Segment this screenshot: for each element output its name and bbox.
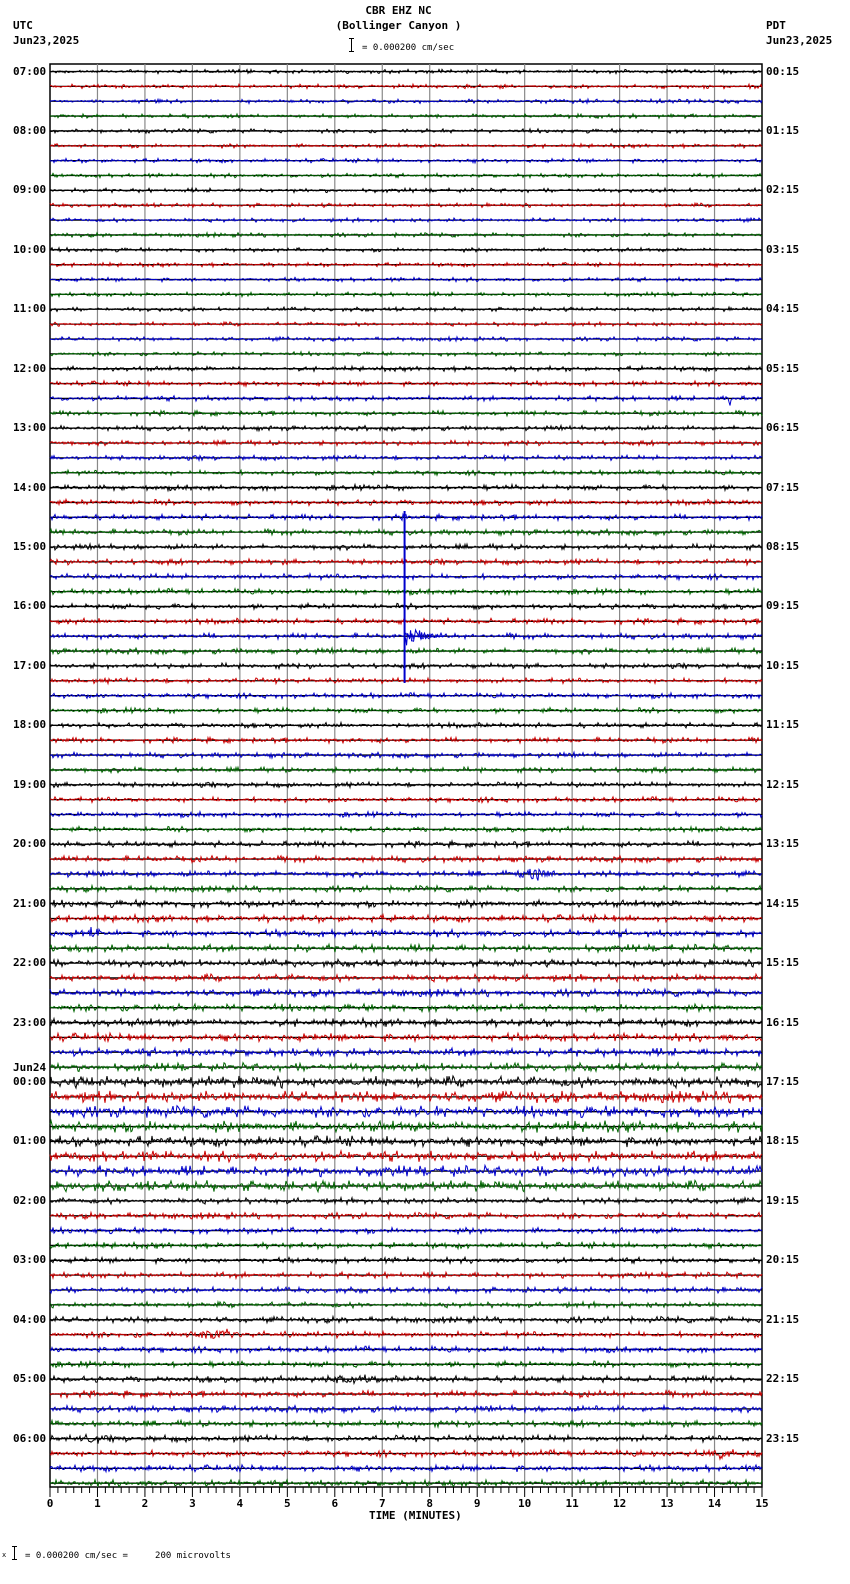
right-hour-label: 08:15 [766, 540, 800, 554]
x-tick-label: 4 [236, 1497, 244, 1510]
left-hour-label: 21:00 [13, 896, 47, 910]
right-hour-label: 01:15 [766, 123, 800, 137]
right-hour-label: 12:15 [766, 777, 800, 791]
left-hour-label: 05:00 [13, 1372, 47, 1386]
left-hour-label: 11:00 [13, 302, 47, 316]
right-hour-label: 10:15 [766, 658, 800, 672]
right-hour-label: 06:15 [766, 421, 800, 435]
right-hour-label: 15:15 [766, 956, 800, 970]
right-hour-label: 19:15 [766, 1193, 800, 1207]
left-hour-label: 12:00 [13, 361, 47, 375]
x-tick-label: 1 [94, 1497, 101, 1510]
right-hour-label: 20:15 [766, 1253, 800, 1267]
left-hour-label: 15:00 [13, 540, 47, 554]
x-tick-label: 14 [707, 1497, 722, 1510]
right-hour-label: 02:15 [766, 183, 800, 197]
left-hour-label: 06:00 [13, 1431, 47, 1445]
x-tick-label: 13 [660, 1497, 674, 1510]
left-hour-label: 02:00 [13, 1193, 47, 1207]
right-hour-label: 05:15 [766, 361, 800, 375]
right-hour-label: 07:15 [766, 480, 800, 494]
right-hour-label: 13:15 [766, 837, 800, 851]
right-hour-label: 21:15 [766, 1312, 800, 1326]
left-hour-label: 23:00 [13, 1015, 47, 1029]
footer-prefix: x [2, 1551, 7, 1559]
station-title: CBR EHZ NC [365, 4, 432, 17]
right-hour-label: 22:15 [766, 1372, 800, 1386]
right-hour-label: 03:15 [766, 242, 800, 256]
x-tick-label: 2 [141, 1497, 149, 1510]
left-timezone: UTC [13, 19, 33, 32]
left-hour-label: 09:00 [13, 183, 47, 197]
left-hour-label: 00:00 [13, 1074, 47, 1088]
x-tick-label: 6 [331, 1497, 339, 1510]
x-tick-label: 0 [46, 1497, 54, 1510]
left-hour-label: 08:00 [13, 123, 47, 137]
left-hour-label: 19:00 [13, 777, 47, 791]
footer-scale-text: = 0.000200 cm/sec = 200 microvolts [25, 1551, 231, 1561]
left-hour-label: 18:00 [13, 718, 47, 732]
right-date: Jun23,2025 [766, 34, 833, 47]
left-hour-label: 17:00 [13, 658, 47, 672]
x-tick-label: 11 [565, 1497, 579, 1510]
right-hour-label: 17:15 [766, 1074, 800, 1088]
left-hour-label: 03:00 [13, 1253, 47, 1267]
left-hour-label: 20:00 [13, 837, 47, 851]
left-hour-label: 01:00 [13, 1134, 47, 1148]
x-tick-label: 12 [612, 1497, 627, 1510]
x-tick-label: 8 [426, 1497, 434, 1510]
right-hour-label: 09:15 [766, 599, 800, 613]
x-tick-label: 7 [378, 1497, 386, 1510]
date-change-label: Jun24 [13, 1060, 47, 1074]
footer-scale-bar-icon [12, 1546, 20, 1560]
x-tick-label: 3 [189, 1497, 196, 1510]
right-hour-label: 00:15 [766, 64, 800, 78]
scale-bar-icon [349, 38, 357, 52]
x-tick-label: 5 [284, 1497, 291, 1510]
right-hour-label: 23:15 [766, 1431, 800, 1445]
left-hour-label: 07:00 [13, 64, 47, 78]
right-hour-label: 14:15 [766, 896, 800, 910]
left-hour-label: 10:00 [13, 242, 47, 256]
left-hour-label: 14:00 [13, 480, 47, 494]
right-hour-label: 16:15 [766, 1015, 800, 1029]
left-date: Jun23,2025 [13, 34, 80, 47]
left-hour-label: 22:00 [13, 956, 47, 970]
scale-text: = 0.000200 cm/sec [362, 43, 455, 53]
x-tick-label: 10 [518, 1497, 532, 1510]
left-hour-label: 13:00 [13, 421, 47, 435]
x-axis-label: TIME (MINUTES) [369, 1509, 462, 1522]
right-hour-label: 11:15 [766, 718, 800, 732]
right-hour-label: 04:15 [766, 302, 800, 316]
x-tick-label: 9 [473, 1497, 481, 1510]
x-tick-label: 15 [755, 1497, 769, 1510]
right-timezone: PDT [766, 19, 786, 32]
left-hour-label: 04:00 [13, 1312, 47, 1326]
station-location: (Bollinger Canyon ) [335, 19, 462, 32]
right-hour-label: 18:15 [766, 1134, 800, 1148]
left-hour-label: 16:00 [13, 599, 47, 613]
